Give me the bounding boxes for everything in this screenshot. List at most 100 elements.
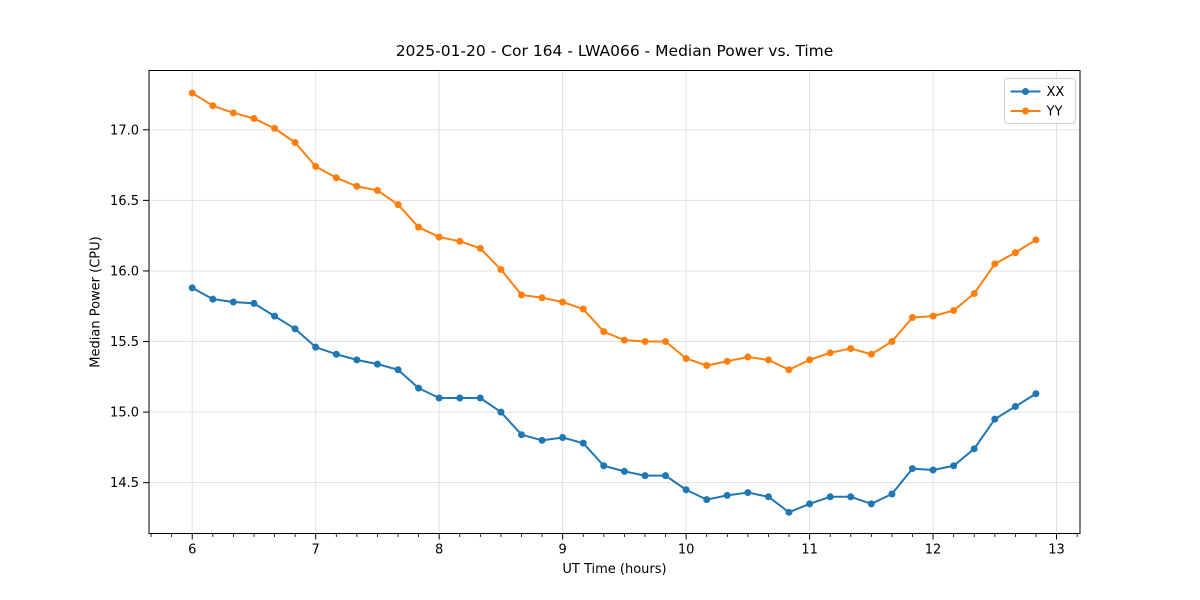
data-point-XX <box>559 434 567 442</box>
x-tick-label: 13 <box>1048 543 1065 558</box>
data-point-YY <box>661 338 669 346</box>
data-point-XX <box>353 356 361 364</box>
data-point-XX <box>538 436 546 444</box>
chart-title: 2025-01-20 - Cor 164 - LWA066 - Median P… <box>395 42 834 60</box>
data-point-YY <box>929 312 937 320</box>
data-point-YY <box>415 223 423 231</box>
y-tick-label: 15.5 <box>110 335 139 350</box>
data-point-YY <box>723 357 731 365</box>
data-point-XX <box>1032 390 1040 398</box>
y-tick-label: 16.0 <box>110 264 139 279</box>
data-point-XX <box>1011 402 1019 410</box>
data-point-YY <box>579 305 587 313</box>
data-point-YY <box>785 366 793 374</box>
data-point-XX <box>682 486 690 494</box>
data-point-XX <box>415 384 423 392</box>
data-point-XX <box>579 439 587 447</box>
data-point-YY <box>888 338 896 346</box>
data-point-XX <box>703 496 711 504</box>
data-point-XX <box>600 462 608 470</box>
data-point-YY <box>908 314 916 322</box>
data-point-YY <box>991 260 999 268</box>
data-point-XX <box>785 508 793 516</box>
data-point-XX <box>641 472 649 480</box>
data-point-XX <box>476 394 484 402</box>
data-point-XX <box>950 462 958 470</box>
data-point-YY <box>826 349 834 357</box>
data-point-XX <box>847 493 855 501</box>
data-point-XX <box>188 284 196 292</box>
data-point-YY <box>950 306 958 314</box>
data-point-XX <box>970 445 978 453</box>
data-point-XX <box>888 490 896 498</box>
data-point-XX <box>723 491 731 499</box>
x-axis-label: UT Time (hours) <box>562 562 667 577</box>
data-point-XX <box>312 343 320 351</box>
data-point-YY <box>1032 236 1040 244</box>
data-point-YY <box>312 162 320 170</box>
data-point-YY <box>620 336 628 344</box>
legend-box <box>1004 78 1076 124</box>
data-point-YY <box>435 233 443 241</box>
data-point-YY <box>209 102 217 110</box>
data-point-YY <box>867 350 875 358</box>
data-point-YY <box>229 109 237 117</box>
legend-sample-marker <box>1022 107 1029 115</box>
data-point-XX <box>394 366 402 374</box>
data-point-YY <box>497 266 505 274</box>
y-tick-label: 15.0 <box>110 406 139 421</box>
data-point-YY <box>456 237 464 245</box>
y-tick-label: 16.5 <box>110 194 139 209</box>
data-point-XX <box>209 295 217 303</box>
data-point-XX <box>518 431 526 439</box>
data-point-XX <box>332 350 340 358</box>
data-point-YY <box>250 114 258 122</box>
data-point-XX <box>744 489 752 497</box>
data-point-YY <box>271 124 279 132</box>
data-point-XX <box>620 467 628 475</box>
data-point-XX <box>250 299 258 307</box>
x-tick-label: 11 <box>801 543 818 558</box>
legend-label-XX: XX <box>1047 85 1065 100</box>
data-point-XX <box>929 466 937 474</box>
legend-label-YY: YY <box>1046 105 1063 120</box>
y-tick-label: 17.0 <box>110 123 139 138</box>
axes-frame <box>148 70 1081 534</box>
series-line-YY <box>191 92 1037 371</box>
data-point-YY <box>394 201 402 209</box>
data-point-YY <box>806 356 814 364</box>
data-point-YY <box>538 294 546 302</box>
x-tick-label: 9 <box>558 543 566 558</box>
x-tick-label: 10 <box>678 543 695 558</box>
data-point-YY <box>970 290 978 298</box>
data-point-XX <box>435 394 443 402</box>
y-tick-label: 14.5 <box>110 476 139 491</box>
data-point-YY <box>682 354 690 362</box>
data-point-YY <box>353 182 361 190</box>
x-tick-label: 12 <box>925 543 942 558</box>
data-point-XX <box>826 493 834 501</box>
data-point-YY <box>641 338 649 346</box>
data-point-XX <box>229 298 237 306</box>
data-point-XX <box>373 360 381 368</box>
data-point-YY <box>600 328 608 336</box>
x-tick-label: 7 <box>312 543 320 558</box>
data-point-YY <box>559 298 567 306</box>
data-point-YY <box>188 89 196 97</box>
data-point-YY <box>764 356 772 364</box>
y-axis-label: Median Power (CPU) <box>88 236 104 368</box>
data-point-YY <box>847 345 855 353</box>
data-point-XX <box>764 493 772 501</box>
data-point-YY <box>744 353 752 361</box>
data-point-XX <box>991 415 999 423</box>
data-point-YY <box>291 138 299 146</box>
data-point-YY <box>1011 249 1019 257</box>
data-point-XX <box>867 500 875 508</box>
data-point-YY <box>332 174 340 182</box>
series-line-XX <box>191 287 1037 514</box>
legend: XX YY <box>1004 78 1076 124</box>
x-tick-label: 8 <box>435 543 443 558</box>
x-tick-label: 6 <box>188 543 196 558</box>
